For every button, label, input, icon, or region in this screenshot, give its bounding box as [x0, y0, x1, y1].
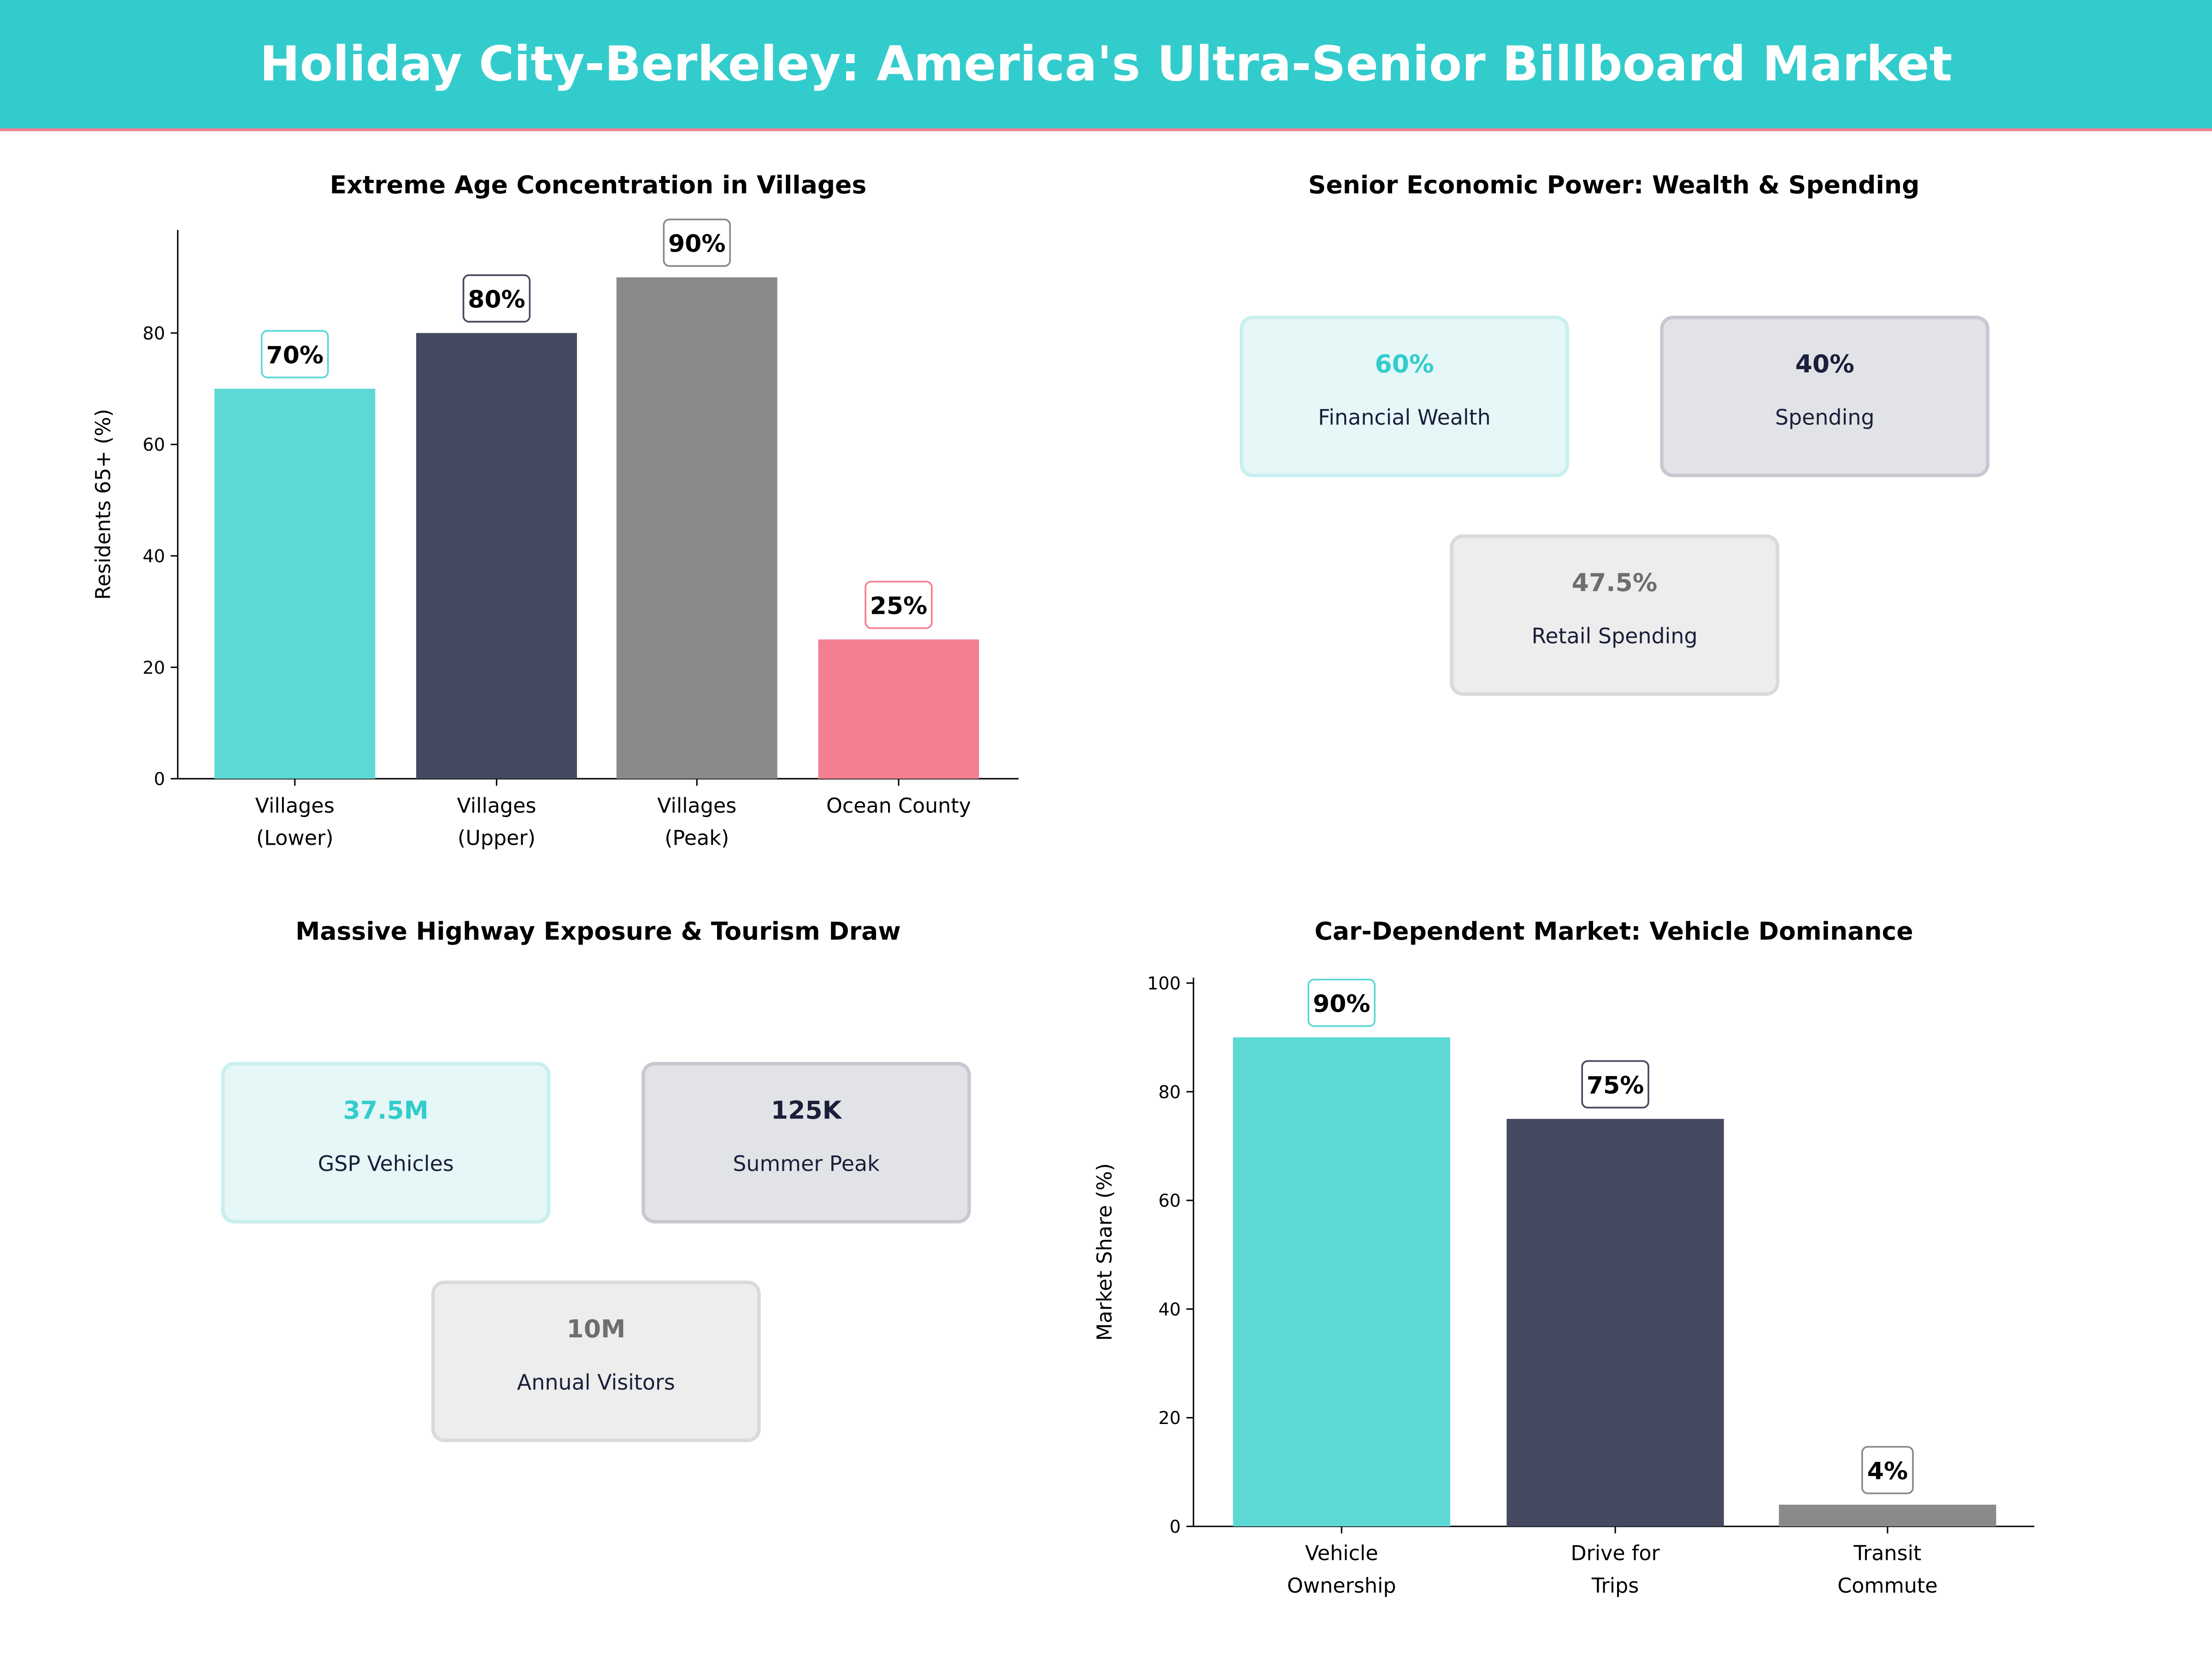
- y-tick-label: 20: [142, 658, 165, 678]
- y-tick-label: 0: [154, 769, 165, 790]
- x-tick-label: Vehicle: [1305, 1542, 1378, 1565]
- data-label: 70%: [266, 341, 324, 369]
- x-tick-label: Ocean County: [826, 794, 971, 818]
- data-label-box: [1861, 1446, 1914, 1494]
- data-label: 90%: [1313, 990, 1371, 1018]
- age-concentration-chart: 0 20 40 60 80 Residents 65+ (%) Villages (Lower…: [92, 218, 1019, 850]
- x-tick-label: Villages: [255, 794, 335, 818]
- x-tick-label: (Upper): [458, 827, 535, 850]
- metric-card: [1660, 315, 1990, 477]
- data-label: 25%: [870, 592, 928, 620]
- metric-label: GSP Vehicles: [318, 1151, 454, 1176]
- header-bar: [0, 0, 2212, 130]
- metric-card: [641, 1062, 971, 1224]
- bar: [1506, 1118, 1724, 1527]
- metric-label: Retail Spending: [1532, 624, 1698, 648]
- data-label: 80%: [468, 286, 525, 314]
- y-tick-label: 20: [1159, 1408, 1181, 1429]
- y-tick-label: 40: [1159, 1299, 1181, 1320]
- y-tick-label: 80: [1159, 1082, 1181, 1103]
- x-tick-label: Commute: [1837, 1574, 1937, 1598]
- y-tick-label: 60: [142, 435, 165, 455]
- y-axis-label: Market Share (%): [1093, 1163, 1117, 1341]
- data-label-box: [1307, 978, 1376, 1027]
- vehicle-dominance-chart: 0 20 40 60 80 100 Market Share (%) Vehicle Owner…: [1093, 973, 2035, 1598]
- data-label-box: [663, 218, 731, 267]
- bar: [1779, 1505, 1996, 1527]
- metric-card: [431, 1280, 761, 1442]
- data-label: 4%: [1867, 1458, 1908, 1485]
- x-tick-label: Villages: [657, 794, 736, 818]
- metric-label: Spending: [1775, 405, 1875, 429]
- x-tick-label: (Lower): [256, 827, 334, 850]
- bar: [818, 639, 979, 779]
- highway-exposure-cards: 37.5M GSP Vehicles 125K Summer Peak 10M Annua…: [221, 1062, 971, 1442]
- x-tick-label: Villages: [457, 794, 536, 818]
- metric-card: [1240, 315, 1569, 477]
- y-tick-label: 40: [142, 546, 165, 567]
- metric-label: Annual Visitors: [517, 1370, 675, 1394]
- metric-value: 40%: [1795, 349, 1854, 378]
- metric-card: [221, 1062, 551, 1224]
- data-label: 90%: [668, 230, 726, 258]
- y-tick-label: 100: [1147, 973, 1181, 994]
- metric-label: Summer Peak: [733, 1151, 880, 1176]
- y-tick-label: 80: [142, 323, 165, 344]
- data-label-box: [261, 330, 329, 378]
- y-axis-label: Residents 65+ (%): [92, 409, 115, 600]
- metric-value: 37.5M: [343, 1096, 429, 1125]
- chart3-title: Massive Highway Exposure & Tourism Draw: [295, 917, 901, 946]
- data-label: 75%: [1587, 1072, 1644, 1100]
- x-tick-label: (Peak): [665, 827, 729, 850]
- economic-power-cards: 60% Financial Wealth 40% Spending 47.5% Retai…: [1240, 315, 1990, 696]
- bar: [416, 333, 577, 779]
- data-label-box: [1581, 1060, 1649, 1109]
- metric-card: [1450, 534, 1779, 696]
- metric-value: 10M: [566, 1314, 625, 1343]
- x-tick-label: Drive for: [1571, 1542, 1660, 1565]
- x-tick-label: Ownership: [1287, 1574, 1396, 1598]
- metric-value: 60%: [1375, 349, 1434, 378]
- metric-value: 47.5%: [1572, 568, 1658, 597]
- chart4-title: Car-Dependent Market: Vehicle Dominance: [1314, 917, 1913, 946]
- chart1-title: Extreme Age Concentration in Villages: [330, 170, 867, 199]
- bar: [214, 388, 376, 779]
- header-accent-line: [0, 128, 2212, 131]
- data-label-box: [865, 581, 933, 629]
- chart2-title: Senior Economic Power: Wealth & Spending: [1308, 170, 1920, 199]
- y-tick-label: 60: [1159, 1191, 1181, 1212]
- x-tick-label: Trips: [1591, 1574, 1639, 1598]
- metric-label: Financial Wealth: [1318, 405, 1491, 429]
- x-tick-label: Transit: [1853, 1542, 1921, 1565]
- bar: [616, 277, 777, 779]
- page-title: Holiday City-Berkeley: America's Ultra-S…: [260, 35, 1953, 92]
- bar: [1233, 1037, 1450, 1527]
- y-tick-label: 0: [1170, 1517, 1181, 1537]
- metric-value: 125K: [771, 1096, 843, 1125]
- data-label-box: [462, 274, 531, 323]
